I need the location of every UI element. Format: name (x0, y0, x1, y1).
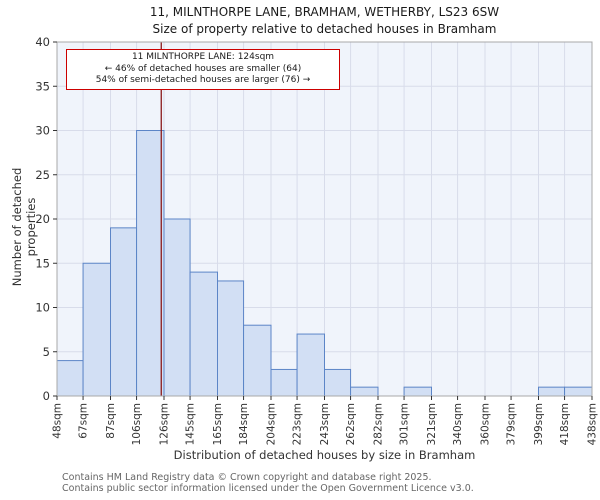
x-axis-label: Distribution of detached houses by size … (173, 448, 476, 462)
histogram-bar (82, 262, 111, 397)
x-tick-label: 379sqm (506, 403, 518, 445)
y-tick-label: 15 (35, 256, 50, 270)
histogram-bar (403, 386, 433, 397)
histogram-bar (564, 386, 593, 397)
annotation-larger-pct: 54% of semi-detached houses are larger (… (95, 75, 311, 86)
y-tick-label: 20 (35, 212, 50, 226)
chart-subtitle: Size of property relative to detached ho… (152, 22, 497, 36)
x-tick-label: 282sqm (373, 403, 385, 445)
x-tick-label: 145sqm (185, 403, 197, 445)
histogram-bar (163, 218, 191, 397)
x-tick-label: 48sqm (52, 403, 64, 439)
x-tick-label: 301sqm (399, 403, 411, 445)
x-tick-label: 87sqm (105, 403, 117, 439)
x-tick-label: 321sqm (426, 403, 438, 445)
x-tick-label: 262sqm (345, 403, 357, 445)
histogram-bar (189, 271, 218, 397)
x-tick-label: 399sqm (533, 403, 545, 445)
histogram-bar (538, 386, 566, 397)
property-annotation-box: 11 MILNTHORPE LANE: 124sqm ← 46% of deta… (66, 49, 340, 91)
x-tick-label: 106sqm (131, 403, 143, 445)
x-tick-label: 223sqm (292, 403, 304, 445)
x-tick-label: 243sqm (319, 403, 331, 445)
histogram-bar (110, 227, 138, 397)
annotation-smaller-pct: ← 46% of detached houses are smaller (64… (104, 63, 302, 74)
y-axis-label: Number of detached properties (10, 167, 38, 287)
histogram-bar (136, 130, 165, 397)
x-tick-label: 204sqm (266, 403, 278, 445)
x-tick-label: 340sqm (452, 403, 464, 445)
y-tick-label: 35 (35, 79, 50, 93)
y-tick-label: 25 (35, 168, 50, 182)
x-tick-label: 418sqm (559, 403, 571, 445)
histogram-bar (296, 333, 326, 397)
chart-title: 11, MILNTHORPE LANE, BRAMHAM, WETHERBY, … (149, 5, 500, 19)
footer-licence: Contains public sector information licen… (62, 483, 474, 494)
x-tick-label: 360sqm (480, 403, 492, 445)
annotation-property-size: 11 MILNTHORPE LANE: 124sqm (131, 52, 275, 62)
y-tick-label: 5 (43, 345, 50, 359)
x-tick-label: 438sqm (587, 403, 599, 445)
x-tick-label: 67sqm (78, 403, 90, 439)
y-tick-label: 40 (35, 35, 50, 49)
y-tick-label: 0 (43, 389, 50, 403)
x-tick-label: 126sqm (159, 403, 171, 445)
histogram-bar (270, 368, 298, 397)
x-tick-label: 184sqm (238, 403, 250, 445)
y-tick-label: 30 (35, 124, 50, 138)
histogram-bar (243, 324, 272, 397)
y-tick-label: 10 (35, 301, 50, 315)
histogram-bar (324, 368, 352, 397)
histogram-bar (350, 386, 379, 397)
x-tick-label: 165sqm (212, 403, 224, 445)
histogram-bar (56, 360, 84, 397)
footer-copyright: Contains HM Land Registry data © Crown c… (62, 472, 432, 483)
histogram-bar (217, 280, 245, 397)
